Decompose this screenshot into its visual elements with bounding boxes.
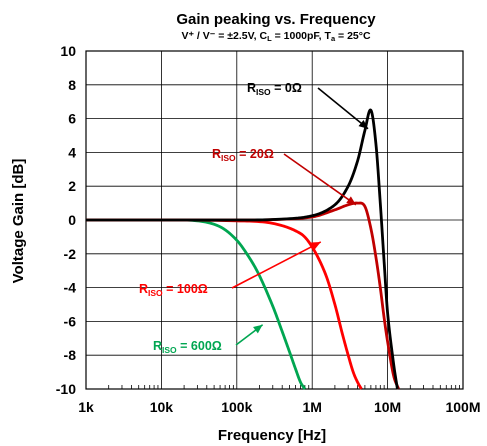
x-tick-label: 10M	[374, 399, 401, 415]
annotation-label: RISO = 0Ω	[247, 81, 302, 97]
x-tick-label: 1M	[302, 399, 321, 415]
y-tick-label: -8	[64, 347, 77, 363]
annotation-arrow-head	[310, 241, 321, 250]
series-group	[86, 108, 400, 390]
annotation-label: RISO = 600Ω	[153, 339, 222, 355]
y-tick-labels: -10 -8 -6 -4 -2 0 2 4 6 8 10	[56, 43, 76, 397]
x-tick-label: 100k	[221, 399, 252, 415]
series-riso-100	[86, 218, 363, 390]
x-tick-label: 10k	[150, 399, 174, 415]
minor-ticks	[108, 385, 460, 389]
y-tick-label: -6	[64, 313, 77, 329]
series-riso-0	[86, 108, 399, 390]
series-riso-20	[86, 201, 400, 390]
annotation-arrow-head	[253, 324, 263, 334]
annotation-arrow-line	[317, 87, 369, 130]
y-tick-label: 10	[60, 43, 76, 59]
y-tick-label: 0	[68, 212, 76, 228]
y-tick-label: -2	[64, 246, 77, 262]
annotation-arrow-head	[346, 196, 356, 205]
x-axis-label: Frequency [Hz]	[218, 427, 326, 444]
y-tick-label: 6	[68, 111, 76, 127]
annotation-label: RISO = 100Ω	[139, 282, 208, 298]
annotation-riso-20: RISO = 20Ω	[212, 147, 357, 206]
y-tick-label: 2	[68, 178, 76, 194]
x-tick-label: 100M	[445, 399, 480, 415]
y-tick-label: -10	[56, 381, 76, 397]
chart-subtitle: V⁺ / V⁻ = ±2.5V, CL = 1000pF, Ta = 25°C	[181, 30, 371, 43]
y-axis-label: Voltage Gain [dB]	[10, 159, 27, 284]
x-tick-labels: 1k 10k 100k 1M 10M 100M	[78, 399, 480, 415]
annotation-riso-100: RISO = 100Ω	[139, 241, 322, 298]
annotation-arrow-head	[358, 119, 369, 129]
annotation-arrow-line	[283, 153, 357, 206]
annotation-label: RISO = 20Ω	[212, 147, 274, 163]
annotation-arrow-line	[231, 241, 322, 289]
y-tick-label: -4	[64, 280, 77, 296]
y-tick-label: 8	[68, 77, 76, 93]
series-riso-600	[86, 218, 307, 390]
annotation-riso-600: RISO = 600Ω	[153, 324, 264, 355]
x-tick-label: 1k	[78, 399, 94, 415]
annotation-riso-0: RISO = 0Ω	[247, 81, 369, 130]
annotations: RISO = 0Ω RISO = 20Ω RISO = 100Ω RISO = 600…	[139, 81, 369, 355]
y-tick-label: 4	[68, 144, 76, 160]
chart-title: Gain peaking vs. Frequency	[176, 11, 376, 28]
